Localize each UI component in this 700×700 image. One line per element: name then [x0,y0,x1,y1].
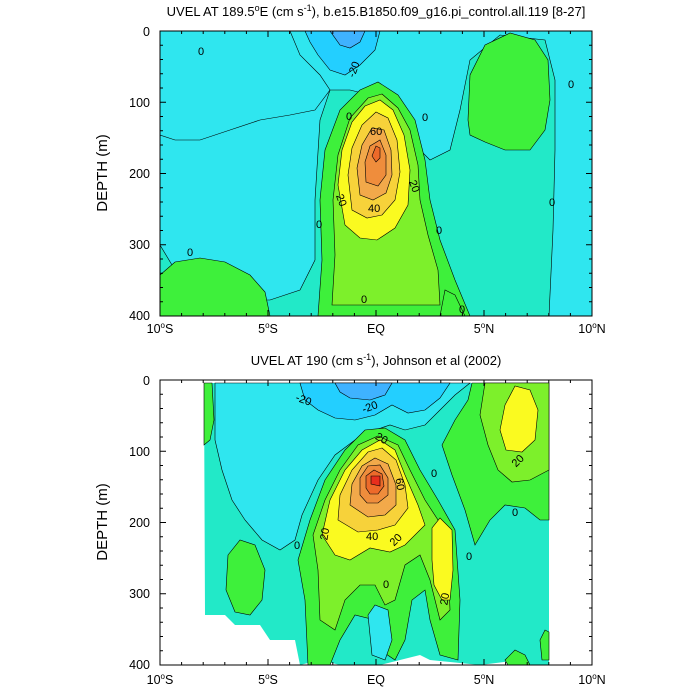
panel2-x-axis: 10oS 5oS EQ 5oN 10oN [147,672,606,687]
contour-label: 0 [383,579,389,591]
field-pos10-sw [225,539,266,616]
contour-label: 0 [294,540,300,552]
field-pos10-sw [160,257,271,316]
field-pos60 [364,139,387,187]
panel1-x-axis: 10oS 5oS EQ 5oN 10oN [147,321,606,336]
contour-label: 0 [316,219,322,231]
y-tick-label: 300 [129,238,150,252]
y-tick-label: 400 [129,309,150,323]
x-tick-label: EQ [367,673,385,687]
contour-label: 0 [512,507,518,519]
x-tick-label: 5oS [258,672,278,687]
tick-marks [159,30,593,666]
panel1-y-axis: DEPTH (m) 0 100 200 300 400 [94,25,150,323]
y-tick-label: 0 [143,25,150,39]
panel-model: UVEL AT 189.5oE (cm s-1), b.e15.B1850.f0… [94,3,606,336]
y-tick-label: 200 [129,167,150,181]
contour-label: 0 [466,551,472,563]
field-pos80 [370,475,381,487]
panel2-contour-field [203,382,550,665]
contour-label: 20 [406,179,421,195]
contour-label: 20 [318,527,332,541]
x-tick-label: 5oN [474,672,494,687]
contour-label: 0 [187,247,193,259]
panel2-y-axis-title: DEPTH (m) [94,483,111,561]
x-tick-label: 5oS [258,321,278,336]
field-neg10-west [160,31,331,141]
contour-label: -20 [361,399,380,416]
x-tick-label: 10oS [147,672,174,687]
contour-label: 60 [370,126,382,138]
y-tick-label: 0 [143,374,150,388]
y-tick-label: 300 [129,587,150,601]
x-tick-label: 10oS [147,321,174,336]
field-pos30-south [431,517,454,601]
panel1-contour-field [160,31,592,316]
contour-label: -20 [294,392,313,409]
contour-label: 60 [392,477,406,491]
field-neg30 [334,382,393,401]
field-pos30-east [499,385,539,453]
panel1-contour-labels: 0 -20 0 0 60 0 20 20 40 0 0 0 0 0 0 [187,46,574,316]
contour-label: 40 [366,531,378,543]
y-tick-label: 400 [129,658,150,672]
panel1-title: UVEL AT 189.5oE (cm s-1), b.e15.B1850.f0… [167,3,586,19]
panel2-y-axis: DEPTH (m) 0 100 200 300 400 [94,374,150,672]
contour-label: 20 [333,193,348,209]
field-neg10 [214,382,471,551]
panel-observed: UVEL AT 190 (cm s-1), Johnson et al (200… [94,352,606,687]
y-tick-label: 100 [129,445,150,459]
field-pos10-west [203,382,215,446]
field-neg20 [304,31,381,76]
y-tick-label: 200 [129,516,150,530]
contour-label: 40 [368,203,380,215]
field-pos10-south [439,289,466,316]
y-tick-label: 100 [129,96,150,110]
field-pos10-east [467,32,551,151]
field-neg10-south [367,604,393,661]
contour-label: 0 [568,79,574,91]
contour-label: 0 [431,468,437,480]
panel2-title: UVEL AT 190 (cm s-1), Johnson et al (200… [251,352,502,368]
contour-label: 0 [361,294,367,306]
contour-label: 20 [438,592,452,606]
contour-label: 0 [422,112,428,124]
field-neg30 [329,31,366,49]
contour-label: 20 [373,431,390,448]
panel2-contour-labels: -20 -20 20 0 20 60 20 40 20 0 0 0 20 0 [294,392,527,606]
field-pos10-se [504,649,531,665]
contour-label: -20 [346,60,363,79]
contour-label: 0 [198,46,204,58]
x-tick-label: 5oN [474,321,494,336]
field-neg20 [299,382,451,421]
x-tick-label: 10oN [578,321,605,336]
contour-label: 0 [549,197,555,209]
field-pos10-se2 [539,629,550,661]
contour-label: 0 [459,304,465,316]
x-tick-label: 10oN [578,672,605,687]
field-pos70 [371,145,381,163]
x-tick-label: EQ [367,322,385,336]
panel1-y-axis-title: DEPTH (m) [94,134,111,212]
contour-label: 0 [346,111,352,123]
contour-label: 0 [436,225,442,237]
